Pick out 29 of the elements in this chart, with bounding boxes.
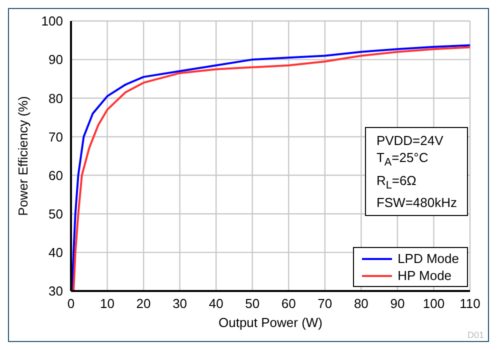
- annotation: PVDD=24V: [376, 132, 444, 149]
- y-tick-label: 40: [48, 245, 63, 260]
- legend-label: HP Mode: [398, 267, 452, 284]
- text: D01: [467, 330, 484, 340]
- y-tick-label: 80: [48, 90, 63, 106]
- annotation: T$_{A}$=25°C: [376, 149, 430, 171]
- y-axis-title: Power Efficiency (%): [16, 96, 31, 216]
- legend-label: LPD Mode: [398, 250, 459, 267]
- x-tick-label: 110: [460, 296, 480, 312]
- x-axis-title: Output Power (W): [218, 315, 323, 330]
- y-tick-label: 90: [48, 52, 63, 68]
- x-tick-label: 10: [100, 296, 115, 312]
- x-tick-label: 40: [208, 296, 224, 312]
- x-tick-label: 0: [67, 296, 75, 312]
- y-tick-label: 70: [48, 129, 63, 144]
- x-tick-label: 50: [245, 296, 260, 312]
- annotation: FSW=480kHz: [376, 194, 457, 212]
- x-tick-label: 20: [136, 296, 151, 312]
- x-tick-label: 100: [422, 296, 445, 312]
- x-tick-label: 70: [318, 296, 332, 312]
- y-tick-label: 60: [48, 168, 63, 183]
- x-tick-label: 60: [281, 296, 296, 312]
- annotation: R$_{L}$=6Ω: [376, 172, 418, 194]
- y-tick-label: 50: [48, 206, 63, 222]
- x-tick-label: 80: [354, 296, 368, 312]
- y-tick-label: 30: [48, 284, 63, 299]
- x-tick-label: 90: [390, 296, 405, 312]
- y-tick-label: 100: [41, 14, 63, 29]
- x-tick-label: 30: [172, 296, 188, 312]
